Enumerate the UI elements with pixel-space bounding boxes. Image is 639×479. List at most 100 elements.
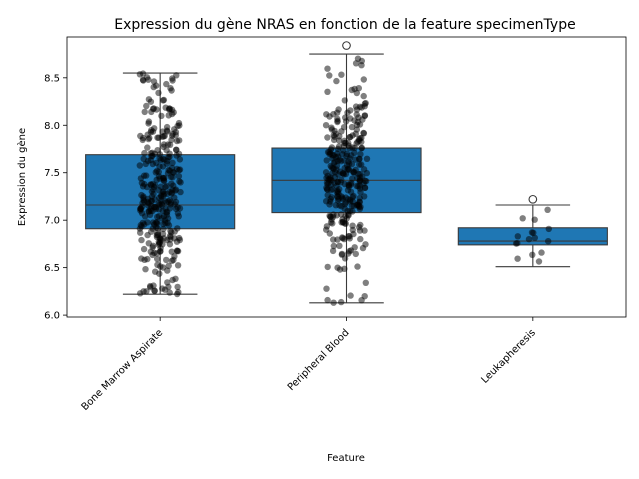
strip-point — [144, 198, 151, 206]
strip-point — [137, 132, 144, 140]
strip-point — [340, 147, 347, 154]
strip-point — [340, 124, 348, 131]
strip-point — [166, 153, 173, 161]
strip-point — [361, 193, 368, 200]
strip-point — [326, 230, 333, 237]
strip-point — [343, 162, 351, 169]
strip-point — [140, 245, 148, 253]
strip-point — [148, 188, 155, 195]
strip-point — [352, 103, 360, 110]
strip-point — [360, 76, 367, 83]
strip-point — [171, 126, 178, 133]
strip-point — [143, 172, 150, 179]
strip-point — [168, 257, 176, 264]
strip-point — [145, 120, 152, 127]
strip-point — [166, 289, 173, 296]
strip-point — [160, 225, 167, 233]
strip-point — [153, 159, 160, 167]
strip-point — [331, 179, 338, 187]
strip-point — [173, 247, 181, 254]
strip-point — [347, 115, 354, 122]
strip-point — [175, 173, 183, 180]
strip-point — [159, 97, 167, 104]
strip-point — [141, 149, 148, 157]
strip-point — [322, 122, 330, 129]
strip-point — [335, 106, 342, 113]
plot-area — [85, 41, 608, 306]
strip-point — [161, 286, 169, 293]
strip-point — [138, 210, 146, 217]
strip-point — [166, 105, 173, 113]
strip-point — [149, 242, 157, 249]
strip-point — [155, 89, 162, 97]
strip-point — [168, 87, 175, 94]
strip-point — [352, 130, 359, 137]
strip-point — [164, 267, 171, 274]
strip-point — [339, 195, 346, 203]
y-axis: 6.0 6.5 7.0 7.5 8.0 8.5 — [44, 73, 67, 322]
strip-point — [154, 255, 161, 263]
strip-point — [330, 136, 338, 144]
strip-point — [358, 57, 365, 65]
strip-point — [346, 235, 353, 242]
strip-point — [544, 206, 551, 213]
strip-point — [348, 160, 356, 168]
strip-point — [160, 141, 168, 148]
strip-point — [334, 236, 341, 243]
y-axis-label: Expression du gène — [16, 128, 28, 226]
strip-point — [141, 108, 148, 116]
strip-point — [353, 89, 360, 97]
strip-point — [153, 220, 161, 227]
strip-point — [354, 263, 361, 270]
strip-point — [514, 233, 521, 240]
strip-point — [354, 174, 361, 182]
strip-point — [346, 248, 353, 255]
strip-point — [138, 255, 145, 262]
strip-point — [166, 141, 174, 148]
strip-point — [151, 287, 158, 295]
strip-point — [163, 123, 171, 131]
strip-point — [175, 213, 182, 220]
strip-point — [340, 171, 348, 178]
strip-point — [152, 268, 159, 275]
strip-point — [163, 209, 170, 216]
strip-point — [148, 193, 156, 200]
strip-point — [173, 146, 180, 153]
strip-point — [172, 131, 179, 139]
strip-point — [156, 175, 163, 182]
strip-point — [348, 123, 356, 131]
strip-point — [330, 242, 337, 250]
strip-point — [151, 125, 158, 132]
strip-point — [143, 102, 150, 110]
strip-point — [151, 249, 158, 257]
strip-point — [360, 129, 367, 137]
strip-point — [145, 76, 152, 83]
strip-point — [169, 276, 176, 284]
strip-point — [339, 235, 347, 242]
strip-point — [361, 227, 368, 234]
strip-point — [147, 282, 154, 290]
strip-point — [151, 150, 158, 157]
strip-point — [326, 72, 333, 79]
strip-point — [154, 225, 161, 232]
strip-point — [176, 156, 184, 163]
chart-title: Expression du gène NRAS en fonction de l… — [114, 17, 575, 33]
strip-point — [323, 285, 330, 292]
strip-point — [149, 180, 156, 188]
strip-point — [360, 92, 367, 100]
strip-point — [175, 288, 182, 296]
strip-point — [152, 205, 160, 213]
strip-point — [140, 155, 147, 162]
strip-point — [338, 251, 346, 258]
strip-point — [329, 220, 336, 227]
strip-point — [333, 77, 340, 85]
strip-point — [168, 110, 176, 118]
strip-point — [330, 299, 337, 306]
strip-point — [358, 144, 365, 152]
strip-point — [166, 205, 174, 212]
strip-point — [362, 178, 370, 185]
strip-point — [155, 241, 162, 248]
strip-point — [343, 152, 350, 160]
strip-point — [163, 80, 170, 88]
strip-point — [149, 105, 157, 113]
